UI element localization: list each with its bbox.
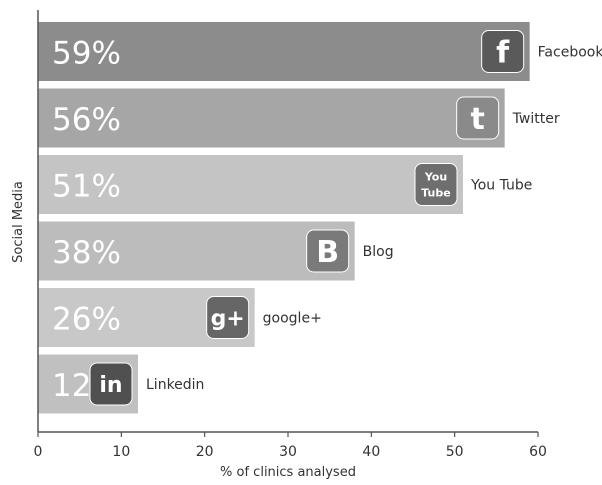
- icon-background: [481, 30, 525, 73]
- icon-background: [89, 362, 133, 406]
- facebook-icon: f: [481, 30, 525, 73]
- icon-glyph: g+: [211, 306, 245, 331]
- icon-background: [206, 296, 250, 339]
- bar-value-label: 59%: [52, 36, 121, 72]
- y-axis-title: Social Media: [11, 181, 26, 263]
- icon-glyph: t: [470, 102, 484, 137]
- blogger-icon: B: [306, 229, 350, 273]
- x-ticks-group: 0 10 20 30 40 50 60: [34, 432, 547, 460]
- bar-0: [38, 22, 530, 81]
- bar-value-label: 26%: [52, 302, 121, 338]
- x-tick-label: 10: [112, 444, 130, 460]
- bar-value-label: 56%: [52, 102, 121, 138]
- icon-glyph: in: [99, 373, 122, 398]
- category-label: You Tube: [470, 178, 532, 194]
- category-label: Facebook: [538, 45, 602, 61]
- bar-1: [38, 88, 505, 148]
- icon-background: [306, 229, 350, 273]
- google-plus-icon: g+: [206, 296, 250, 339]
- category-label: Blog: [363, 244, 394, 260]
- x-tick-label: 0: [34, 444, 43, 460]
- bar-value-label: 38%: [52, 235, 121, 271]
- x-tick-label: 30: [279, 444, 297, 460]
- icon-glyph: B: [316, 235, 339, 270]
- x-tick-label: 20: [196, 444, 214, 460]
- icon-glyph: f: [496, 35, 510, 70]
- category-label: Linkedin: [146, 377, 204, 393]
- icon-background: [414, 163, 458, 206]
- icon-glyph: You: [424, 171, 447, 184]
- twitter-icon: t: [456, 96, 500, 140]
- category-label: Twitter: [512, 111, 560, 127]
- x-tick-label: 50: [446, 444, 464, 460]
- linkedin-icon: in: [89, 362, 133, 406]
- x-axis-title: % of clinics analysed: [220, 465, 356, 480]
- category-label: google+: [263, 311, 322, 327]
- bar-value-label: 51%: [52, 169, 121, 205]
- icon-background: [456, 96, 500, 140]
- youtube-icon: You Tube: [414, 163, 458, 206]
- bar-2: [38, 155, 463, 214]
- x-tick-label: 40: [362, 444, 380, 460]
- icon-glyph: Tube: [421, 187, 450, 200]
- x-tick-label: 60: [529, 444, 547, 460]
- bar-3: [38, 221, 355, 281]
